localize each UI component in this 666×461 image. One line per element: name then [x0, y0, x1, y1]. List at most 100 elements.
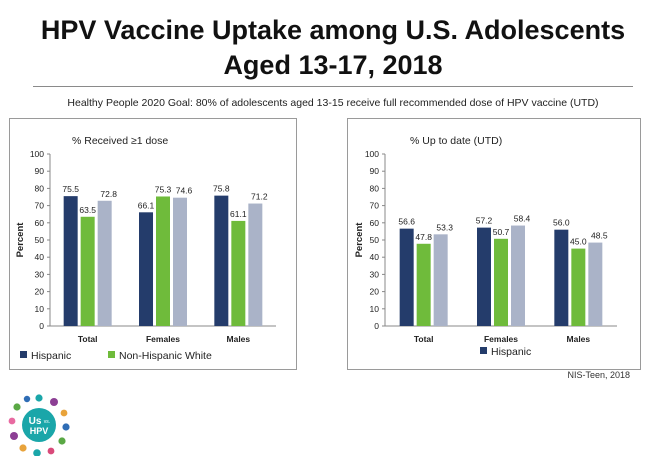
bar	[399, 228, 414, 326]
bar	[248, 203, 263, 326]
bar	[63, 196, 78, 326]
y-tick-label: 30	[35, 269, 45, 279]
bar-value-label: 75.5	[62, 184, 79, 194]
page-subtitle: Aged 13-17, 2018	[223, 50, 443, 80]
chart-panel-received-dose: % Received ≥1 dose Percent 0 10 20 30 40 50 60 70…	[9, 118, 297, 370]
bar-value-label: 50.7	[493, 227, 510, 237]
y-tick-label: 60	[370, 218, 380, 228]
logo-dot	[8, 417, 16, 425]
bar-value-label: 56.0	[553, 218, 570, 228]
y-tick-label: 40	[35, 252, 45, 262]
bar-value-label: 47.8	[415, 232, 432, 242]
y-axis-label: Percent	[15, 222, 26, 258]
y-tick-label: 90	[370, 166, 380, 176]
y-tick-label: 10	[370, 304, 380, 314]
x-tick-label: Males	[567, 334, 591, 344]
logo-dot	[23, 395, 31, 403]
logo-dot	[35, 394, 43, 402]
bar	[477, 227, 491, 326]
y-tick-label: 100	[365, 149, 379, 159]
bar	[97, 200, 112, 326]
bar	[231, 220, 246, 326]
bar-value-label: 56.6	[398, 217, 415, 227]
bar-value-label: 48.5	[591, 231, 608, 241]
y-tick-label: 10	[35, 304, 45, 314]
legend-swatch	[108, 351, 115, 358]
logo-text-hpv: HPV	[30, 426, 49, 436]
y-axis-label: Percent	[354, 222, 365, 258]
bar-value-label: 75.8	[213, 184, 230, 194]
y-tick-label: 90	[35, 166, 45, 176]
y-tick-label: 20	[370, 287, 380, 297]
x-tick-label: Total	[414, 334, 434, 344]
chart-panel-up-to-date: % Up to date (UTD) Percent 0 10 20 30 40 50 60 70…	[347, 118, 641, 370]
legend-label: Hispanic	[31, 350, 71, 362]
logo-dot	[33, 449, 41, 457]
bar	[433, 234, 448, 326]
bar	[80, 216, 95, 326]
logo-dot	[13, 403, 21, 411]
us-vs-hpv-logo: Us vs. HPV	[8, 394, 70, 457]
y-tick-label: 30	[370, 269, 380, 279]
logo-text-us: Us	[29, 416, 42, 427]
y-tick-label: 40	[370, 252, 380, 262]
bar-value-label: 61.1	[230, 209, 247, 219]
logo-graphic: Us vs. HPV	[8, 394, 70, 457]
logo-dot	[50, 398, 58, 406]
legend-swatch	[480, 347, 487, 354]
bar-value-label: 72.8	[100, 189, 117, 199]
y-tick-label: 60	[35, 218, 45, 228]
page-title: HPV Vaccine Uptake among U.S. Adolescent…	[40, 15, 626, 45]
y-tick-label: 0	[374, 321, 379, 331]
y-tick-label: 70	[35, 201, 45, 211]
bar	[494, 238, 508, 326]
bar	[139, 212, 153, 326]
bar-value-label: 58.4	[514, 214, 531, 224]
legend-label: Hispanic	[491, 346, 531, 358]
chart-title: % Up to date (UTD)	[410, 135, 502, 147]
x-tick-label: Females	[146, 334, 180, 344]
goal-statement: Healthy People 2020 Goal: 80% of adolesc…	[67, 97, 599, 109]
x-tick-label: Males	[227, 334, 251, 344]
logo-dot	[47, 447, 55, 455]
bar-value-label: 66.1	[138, 200, 155, 210]
y-tick-label: 0	[39, 321, 44, 331]
bar-value-label: 53.3	[436, 222, 453, 232]
bar-value-label: 57.2	[476, 216, 493, 226]
bar-value-label: 71.2	[251, 192, 268, 202]
chart-up-to-date: % Up to date (UTD) Percent 0 10 20 30 40 50 60 70…	[354, 135, 617, 358]
bar	[156, 196, 170, 326]
y-tick-label: 100	[30, 149, 44, 159]
bar-value-label: 75.3	[155, 184, 172, 194]
y-tick-label: 70	[370, 201, 380, 211]
bar	[173, 197, 187, 326]
bar	[554, 229, 569, 326]
logo-text-vs: vs.	[44, 419, 50, 425]
legend-swatch	[20, 351, 27, 358]
logo-dot	[10, 432, 18, 440]
logo-dot	[58, 437, 66, 445]
source-note: NIS-Teen, 2018	[567, 370, 630, 380]
y-tick-label: 50	[35, 235, 45, 245]
bar	[214, 195, 229, 326]
x-tick-label: Females	[484, 334, 518, 344]
bar-value-label: 74.6	[176, 186, 193, 196]
logo-center-circle	[22, 408, 56, 442]
chart-title: % Received ≥1 dose	[72, 135, 168, 147]
y-tick-label: 80	[35, 183, 45, 193]
bar-value-label: 45.0	[570, 237, 587, 247]
bar-value-label: 63.5	[79, 205, 96, 215]
y-tick-label: 80	[370, 183, 380, 193]
x-tick-label: Total	[78, 334, 98, 344]
logo-dot	[60, 409, 68, 417]
y-tick-label: 50	[370, 235, 380, 245]
logo-dot	[62, 423, 70, 431]
legend-label: Non-Hispanic White	[119, 350, 212, 362]
bar	[588, 242, 603, 326]
logo-dot	[19, 444, 27, 452]
bar	[571, 248, 586, 326]
bar	[511, 225, 525, 326]
title-divider	[33, 86, 633, 87]
y-tick-label: 20	[35, 287, 45, 297]
bar	[416, 243, 431, 326]
